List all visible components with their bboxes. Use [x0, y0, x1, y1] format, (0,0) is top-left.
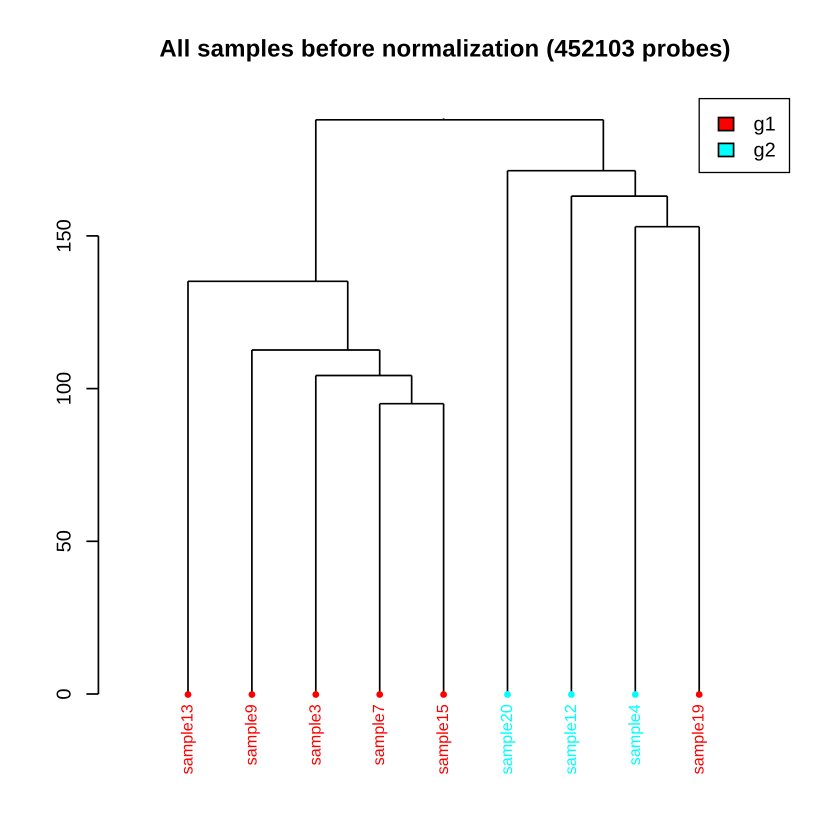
svg-text:0: 0	[54, 688, 76, 699]
svg-text:100: 100	[54, 372, 76, 405]
svg-text:sample19: sample19	[690, 704, 708, 774]
svg-text:sample15: sample15	[434, 704, 452, 774]
svg-text:All samples before normalizati: All samples before normalization (452103…	[159, 36, 730, 63]
svg-text:50: 50	[54, 530, 76, 552]
svg-text:sample3: sample3	[306, 704, 324, 765]
svg-text:g2: g2	[754, 139, 776, 161]
svg-text:sample20: sample20	[498, 704, 516, 774]
svg-text:sample4: sample4	[626, 704, 644, 765]
svg-text:sample7: sample7	[370, 704, 388, 765]
svg-text:g1: g1	[754, 114, 776, 136]
svg-text:sample12: sample12	[562, 704, 580, 774]
svg-text:sample13: sample13	[179, 704, 197, 774]
svg-text:sample9: sample9	[242, 704, 260, 765]
svg-text:150: 150	[54, 219, 76, 252]
